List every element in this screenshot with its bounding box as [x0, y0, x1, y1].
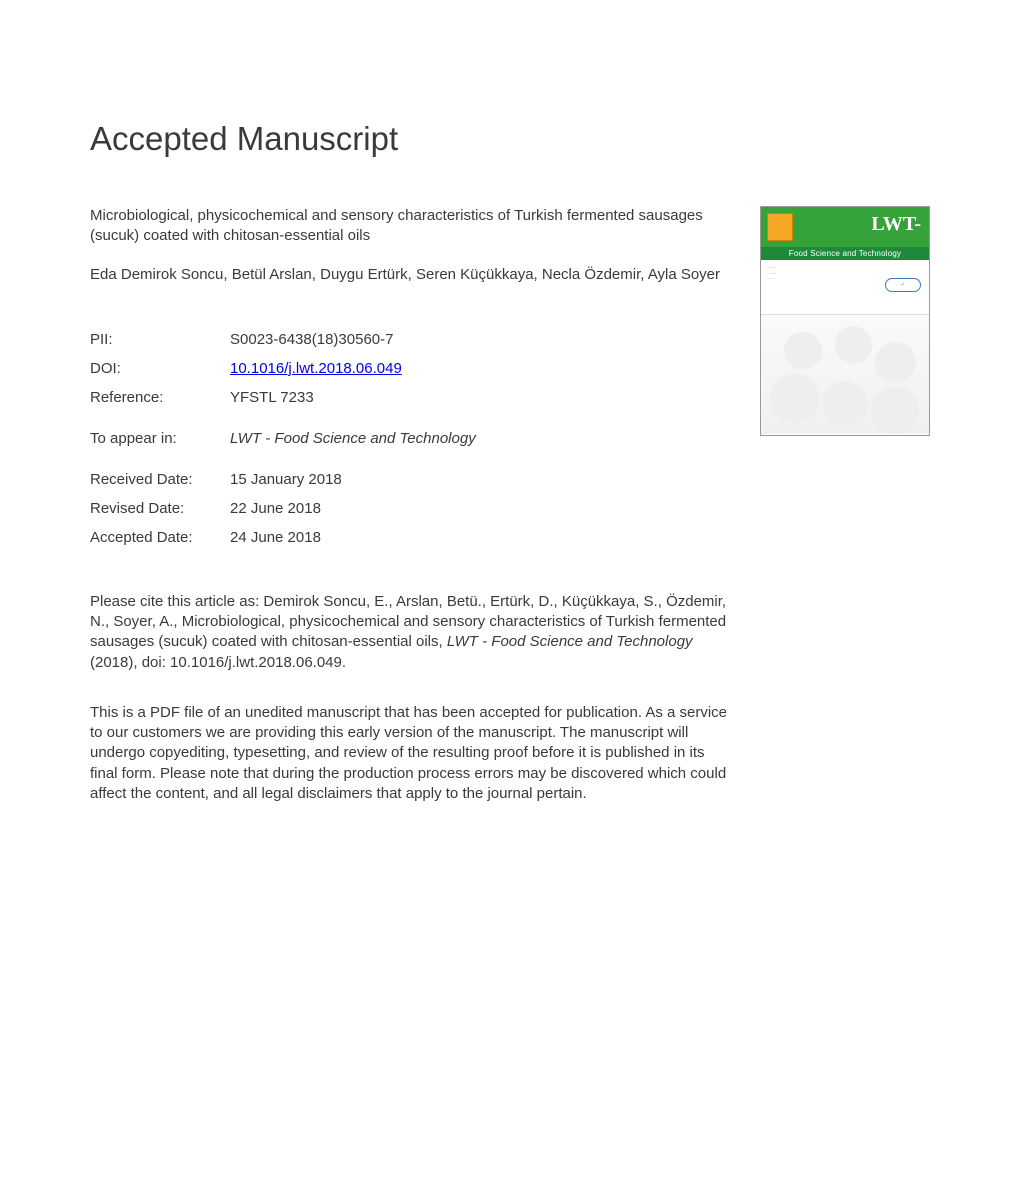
cover-info-strip: ············· ✓ [761, 260, 929, 315]
citation-suffix: (2018), doi: 10.1016/j.lwt.2018.06.049. [90, 654, 346, 671]
cover-header: LWT- [761, 207, 929, 247]
journal-cover-thumbnail: LWT- Food Science and Technology ·······… [760, 206, 930, 436]
reference-value: YFSTL 7233 [230, 383, 476, 412]
appear-value: LWT - Food Science and Technology [230, 424, 476, 453]
received-label: Received Date: [90, 465, 230, 494]
left-column: Microbiological, physicochemical and sen… [90, 206, 730, 804]
cover-online-badge: ✓ [885, 278, 921, 292]
meta-row-received: Received Date: 15 January 2018 [90, 465, 476, 494]
cover-journal-abbrev: LWT- [871, 213, 921, 236]
content-row: Microbiological, physicochemical and sen… [90, 206, 930, 804]
received-value: 15 January 2018 [230, 465, 476, 494]
pii-value: S0023-6438(18)30560-7 [230, 325, 476, 354]
revised-label: Revised Date: [90, 494, 230, 523]
revised-value: 22 June 2018 [230, 494, 476, 523]
doi-link[interactable]: 10.1016/j.lwt.2018.06.049 [230, 360, 402, 377]
pii-label: PII: [90, 325, 230, 354]
meta-row-doi: DOI: 10.1016/j.lwt.2018.06.049 [90, 354, 476, 383]
meta-row-accepted: Accepted Date: 24 June 2018 [90, 523, 476, 552]
accepted-value: 24 June 2018 [230, 523, 476, 552]
meta-row-revised: Revised Date: 22 June 2018 [90, 494, 476, 523]
disclaimer-text: This is a PDF file of an unedited manusc… [90, 703, 730, 804]
authors-list: Eda Demirok Soncu, Betül Arslan, Duygu E… [90, 265, 730, 285]
cover-tiny-text: ············· [767, 266, 857, 283]
article-title: Microbiological, physicochemical and sen… [90, 206, 730, 247]
citation-journal: LWT - Food Science and Technology [447, 633, 693, 650]
metadata-table: PII: S0023-6438(18)30560-7 DOI: 10.1016/… [90, 325, 476, 552]
meta-row-appear: To appear in: LWT - Food Science and Tec… [90, 424, 476, 453]
elsevier-logo-icon [767, 213, 793, 241]
manuscript-page: Accepted Manuscript Microbiological, phy… [0, 0, 1020, 864]
citation-text: Please cite this article as: Demirok Son… [90, 592, 730, 673]
cover-image-area [761, 315, 929, 434]
meta-row-reference: Reference: YFSTL 7233 [90, 383, 476, 412]
doi-label: DOI: [90, 354, 230, 383]
meta-row-pii: PII: S0023-6438(18)30560-7 [90, 325, 476, 354]
page-heading: Accepted Manuscript [90, 120, 930, 158]
accepted-label: Accepted Date: [90, 523, 230, 552]
appear-label: To appear in: [90, 424, 230, 453]
reference-label: Reference: [90, 383, 230, 412]
cover-banner-text: Food Science and Technology [761, 247, 929, 260]
